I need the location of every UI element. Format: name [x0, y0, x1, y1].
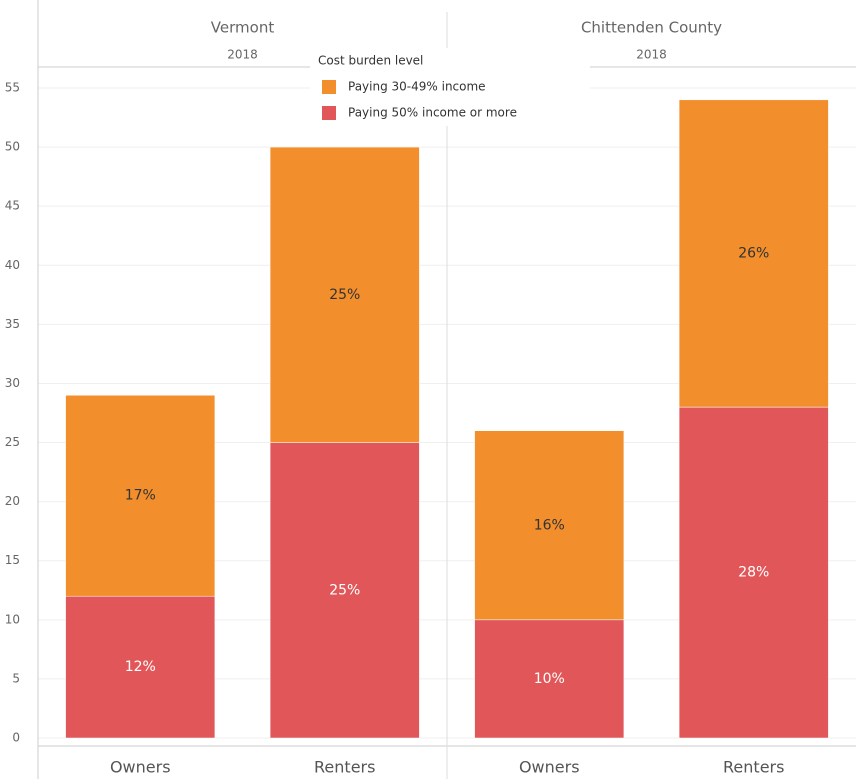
panel-title: Vermont: [211, 19, 275, 37]
bar-segment: [269, 146, 420, 443]
panel-subtitle: 2018: [636, 48, 667, 62]
legend-title: Cost burden level: [318, 54, 423, 68]
bar-segment: [65, 595, 216, 739]
bar-segment: [678, 99, 829, 408]
bar-segment: [65, 395, 216, 597]
x-tick-label: Owners: [519, 758, 580, 777]
y-tick-label: 35: [5, 317, 20, 331]
y-tick-label: 20: [5, 494, 20, 508]
y-tick-label: 50: [5, 140, 20, 154]
y-tick-label: 25: [5, 435, 20, 449]
value-label: 28%: [738, 565, 769, 581]
legend-label: Paying 30-49% income: [348, 80, 486, 94]
x-tick-label: Renters: [723, 758, 784, 777]
value-label: 10%: [534, 671, 565, 687]
legend-box: [310, 48, 590, 126]
value-label: 25%: [329, 582, 360, 598]
bar-segment: [474, 430, 625, 621]
legend-swatch: [322, 106, 336, 120]
x-tick-label: Renters: [314, 758, 375, 777]
bar-segment: [474, 619, 625, 739]
panel-title: Chittenden County: [581, 19, 722, 37]
y-tick-label: 30: [5, 376, 20, 390]
y-tick-label: 55: [5, 81, 20, 95]
bar-segment: [678, 406, 829, 739]
legend-label: Paying 50% income or more: [348, 106, 517, 120]
bar-segment: [269, 442, 420, 739]
legend-swatch: [322, 80, 336, 94]
value-label: 17%: [125, 488, 156, 504]
value-label: 25%: [329, 287, 360, 303]
y-tick-label: 40: [5, 258, 20, 272]
y-tick-label: 15: [5, 553, 20, 567]
panel-subtitle: 2018: [227, 48, 258, 62]
y-tick-label: 45: [5, 199, 20, 213]
y-tick-label: 10: [5, 612, 20, 626]
y-tick-label: 5: [12, 671, 20, 685]
x-tick-label: Owners: [110, 758, 171, 777]
value-label: 12%: [125, 659, 156, 675]
value-label: 26%: [738, 245, 769, 261]
value-label: 16%: [534, 517, 565, 533]
y-tick-label: 0: [12, 731, 20, 745]
